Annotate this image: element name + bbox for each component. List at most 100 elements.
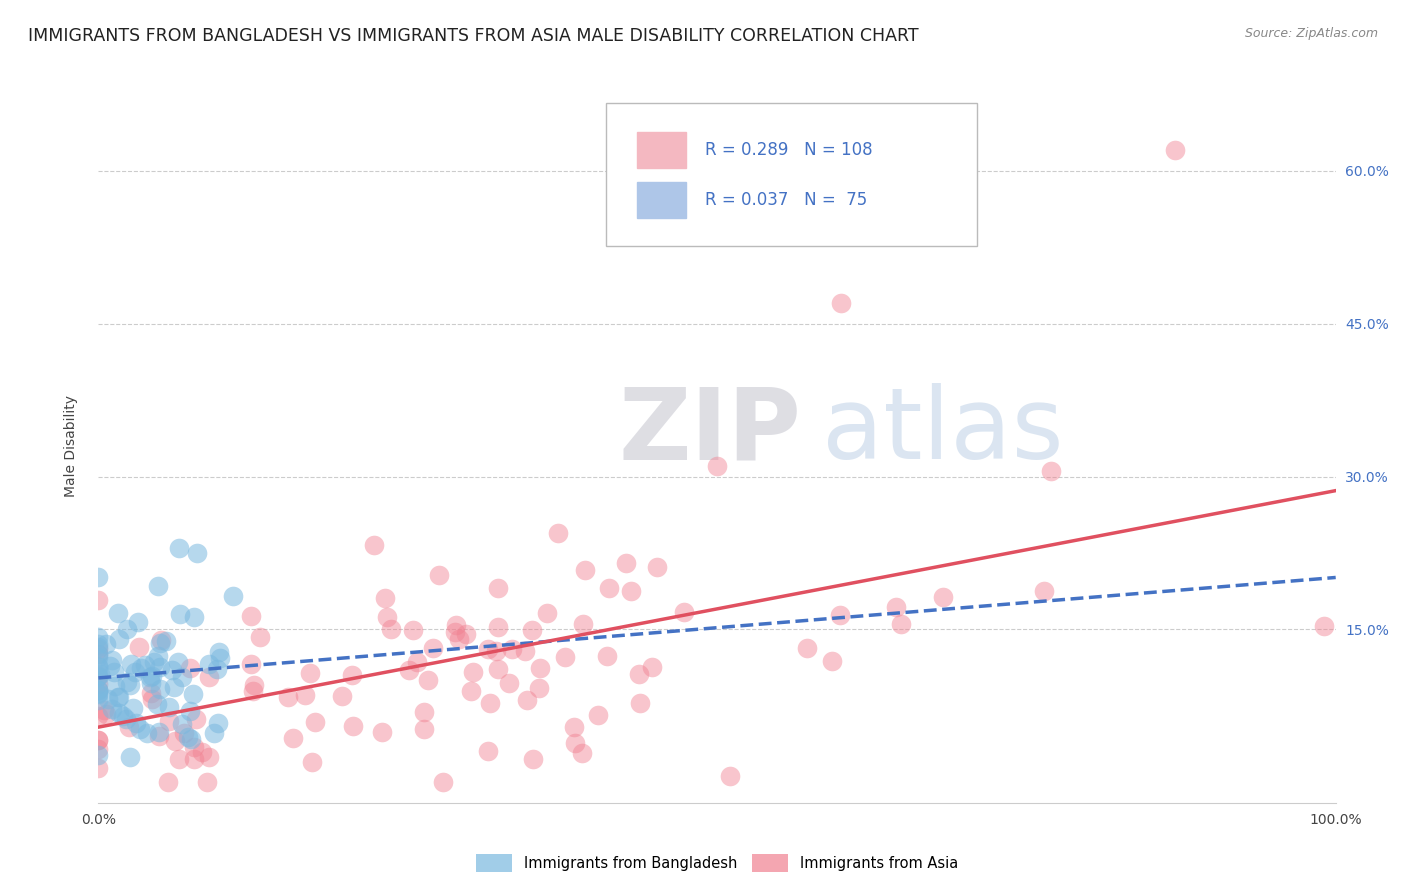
Point <box>148 725 170 739</box>
Text: ZIP: ZIP <box>619 384 801 480</box>
Point <box>380 622 402 636</box>
Point <box>477 743 499 757</box>
Point <box>239 657 262 672</box>
Point <box>706 459 728 474</box>
Point <box>294 688 316 702</box>
Point <box>103 665 125 680</box>
Point <box>828 607 851 622</box>
Point <box>522 751 544 765</box>
Point <box>167 541 190 555</box>
Point <box>405 655 427 669</box>
Point <box>486 662 509 676</box>
Point <box>117 675 139 690</box>
Point <box>444 624 467 639</box>
FancyBboxPatch shape <box>606 103 977 246</box>
Point <box>87 677 110 691</box>
Point <box>87 670 110 684</box>
Point <box>520 624 543 638</box>
Point <box>884 599 907 614</box>
Point <box>830 296 852 310</box>
Point <box>454 627 477 641</box>
Point <box>128 640 150 654</box>
Point <box>121 700 143 714</box>
Point <box>529 661 551 675</box>
Point <box>146 648 169 663</box>
Point <box>170 717 193 731</box>
Point <box>1313 619 1336 633</box>
Point <box>104 679 127 693</box>
Point <box>146 697 169 711</box>
Point <box>101 702 124 716</box>
Point <box>149 681 172 696</box>
Point <box>115 622 138 636</box>
Point <box>363 538 385 552</box>
Point <box>304 715 326 730</box>
Point <box>498 675 520 690</box>
Point <box>87 709 110 723</box>
Point <box>446 617 468 632</box>
Point <box>281 731 304 746</box>
Point <box>134 657 156 672</box>
Point <box>198 671 221 685</box>
Point <box>87 742 110 756</box>
Point <box>554 650 576 665</box>
Text: Source: ZipAtlas.com: Source: ZipAtlas.com <box>1244 27 1378 40</box>
Point <box>640 660 662 674</box>
Point <box>87 669 110 683</box>
Point <box>527 681 550 695</box>
Point <box>620 583 643 598</box>
Point <box>183 739 205 754</box>
Point <box>87 592 110 607</box>
Point <box>101 653 124 667</box>
Point <box>208 651 231 665</box>
Point <box>157 700 180 714</box>
Point <box>371 724 394 739</box>
Point <box>277 690 299 704</box>
Point <box>173 726 195 740</box>
Point <box>115 712 138 726</box>
Point <box>156 775 179 789</box>
Point <box>87 732 110 747</box>
Point <box>87 732 110 747</box>
Point <box>515 643 537 657</box>
Point <box>298 665 321 680</box>
Point <box>1032 584 1054 599</box>
Point <box>157 714 180 728</box>
Point <box>586 708 609 723</box>
Point <box>398 663 420 677</box>
Point <box>167 655 190 669</box>
Point <box>402 623 425 637</box>
FancyBboxPatch shape <box>637 132 686 168</box>
Point <box>477 641 499 656</box>
Point <box>87 686 110 700</box>
Point <box>427 567 450 582</box>
Point <box>598 581 620 595</box>
Point <box>87 683 110 698</box>
Point <box>118 720 141 734</box>
Point <box>172 670 194 684</box>
Point <box>177 730 200 744</box>
Point <box>183 752 205 766</box>
Point <box>87 659 110 673</box>
Point <box>127 615 149 630</box>
Point <box>108 706 131 720</box>
Point <box>148 730 170 744</box>
Point <box>932 590 955 604</box>
Point <box>163 680 186 694</box>
Point <box>890 616 912 631</box>
Point <box>202 726 225 740</box>
Point <box>120 749 142 764</box>
Point <box>460 684 482 698</box>
Point <box>179 661 201 675</box>
Point <box>205 662 228 676</box>
Point <box>139 686 162 700</box>
Point <box>87 687 110 701</box>
Point <box>94 637 117 651</box>
Point <box>574 563 596 577</box>
Point <box>243 678 266 692</box>
Point <box>141 691 163 706</box>
Point <box>87 693 110 707</box>
Point <box>449 632 471 646</box>
Point <box>249 631 271 645</box>
Point <box>628 696 651 710</box>
